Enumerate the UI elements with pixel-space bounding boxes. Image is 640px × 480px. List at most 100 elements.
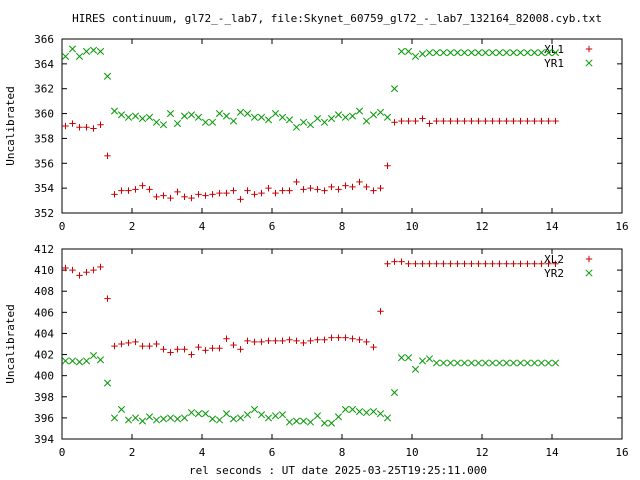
data-point-yr1 — [103, 72, 112, 80]
data-point-xl2 — [62, 264, 69, 272]
data-point-xl1 — [132, 186, 139, 193]
x-tick-label: 8 — [339, 220, 346, 233]
data-point-yr1-b — [320, 118, 329, 126]
data-point-xl1 — [328, 183, 335, 191]
x-tick-label: 4 — [199, 220, 206, 233]
data-point-yr1 — [194, 113, 203, 121]
data-point-yr2-b — [516, 359, 525, 367]
data-point-xl2 — [314, 336, 321, 343]
data-point-yr1 — [166, 110, 175, 118]
x-tick-label: 14 — [545, 220, 559, 233]
data-point-yr1-b — [285, 116, 294, 124]
data-point-xl2 — [300, 339, 307, 347]
data-point-yr1 — [481, 49, 490, 57]
data-point-yr2 — [82, 357, 91, 365]
data-point-xl2 — [118, 340, 125, 348]
data-point-xl1 — [391, 119, 398, 126]
data-point-yr2-b — [502, 359, 511, 367]
data-point-xl1 — [300, 186, 307, 193]
data-point-yr1 — [152, 118, 161, 126]
y-tick-label: 406 — [34, 306, 54, 319]
data-point-xl1 — [90, 125, 97, 132]
data-point-yr2 — [355, 408, 364, 416]
legend-marker-yr1 — [585, 59, 593, 67]
data-point-yr1 — [404, 47, 413, 55]
data-point-yr2 — [425, 355, 434, 363]
x-tick-label: 8 — [339, 446, 346, 459]
data-point-xl2 — [90, 266, 97, 274]
data-point-yr1-b — [404, 47, 413, 55]
data-point-yr2 — [390, 389, 399, 397]
data-point-yr1 — [488, 49, 497, 57]
data-point-yr1-b — [173, 119, 182, 128]
data-point-yr2-b — [201, 410, 210, 418]
data-point-xl1 — [258, 189, 265, 197]
data-point-yr1 — [383, 113, 392, 121]
data-point-xl1 — [489, 117, 496, 125]
data-point-xl1 — [405, 117, 412, 125]
data-point-yr1-b — [369, 111, 378, 119]
data-point-yr1-b — [460, 49, 469, 57]
data-point-yr1 — [418, 50, 427, 58]
data-point-yr1-b — [390, 85, 399, 93]
data-point-yr2 — [278, 411, 287, 419]
data-point-yr2 — [313, 412, 322, 420]
data-point-yr2-b — [530, 359, 539, 367]
data-point-xl2 — [482, 260, 489, 267]
data-point-yr1-b — [166, 110, 175, 118]
data-point-xl1 — [475, 117, 482, 125]
data-point-yr1 — [117, 111, 126, 119]
data-point-yr2-b — [222, 410, 231, 418]
data-point-yr1-b — [82, 47, 91, 55]
data-point-xl1 — [377, 184, 384, 192]
data-point-xl1 — [342, 182, 349, 189]
data-point-yr1 — [285, 116, 294, 124]
data-point-xl1 — [517, 117, 524, 125]
data-point-yr2-b — [278, 411, 287, 419]
data-point-yr1 — [229, 117, 238, 125]
data-point-yr1-b — [187, 111, 196, 119]
data-point-xl2 — [510, 260, 517, 267]
data-point-yr1-b — [551, 49, 560, 57]
data-point-yr1 — [460, 49, 469, 57]
data-point-yr1 — [264, 116, 273, 124]
y-tick-label: 410 — [34, 264, 54, 277]
x-tick-label: 10 — [405, 220, 418, 233]
data-point-yr2 — [474, 359, 483, 367]
data-point-yr2-b — [285, 418, 294, 426]
data-point-xl1 — [545, 117, 552, 125]
data-point-yr2-b — [103, 379, 112, 387]
data-point-yr2 — [285, 418, 294, 426]
y-tick-label: 400 — [34, 370, 54, 383]
data-point-xl2 — [279, 337, 286, 345]
x-tick-label: 12 — [475, 220, 488, 233]
data-point-xl2 — [468, 260, 475, 267]
y-tick-label: 402 — [34, 349, 54, 362]
data-point-yr2 — [341, 405, 350, 413]
data-point-yr1 — [180, 112, 189, 120]
data-point-yr1-b — [271, 110, 280, 118]
data-point-xl2 — [503, 260, 510, 267]
data-point-xl1 — [461, 117, 468, 125]
data-point-xl2 — [265, 337, 272, 345]
data-point-yr2-b — [243, 411, 252, 419]
data-point-yr1-b — [355, 107, 364, 115]
data-point-yr2 — [432, 359, 441, 367]
data-point-xl1 — [510, 117, 517, 125]
data-point-yr1 — [537, 49, 546, 57]
data-point-yr1 — [348, 112, 357, 120]
data-point-xl1 — [69, 120, 76, 127]
data-point-yr1-b — [306, 121, 315, 129]
data-point-xl2 — [230, 341, 237, 349]
data-point-yr1 — [131, 112, 140, 120]
data-point-yr2 — [292, 417, 301, 425]
data-point-yr1 — [138, 114, 147, 123]
data-point-yr2-b — [383, 414, 392, 422]
data-point-xl2 — [517, 260, 524, 267]
data-point-yr1-b — [446, 49, 455, 57]
data-point-yr2 — [103, 379, 112, 387]
data-point-yr1-b — [159, 121, 168, 129]
data-point-yr1-b — [61, 52, 70, 60]
data-point-xl2 — [76, 272, 83, 279]
data-point-yr1-b — [467, 49, 476, 57]
